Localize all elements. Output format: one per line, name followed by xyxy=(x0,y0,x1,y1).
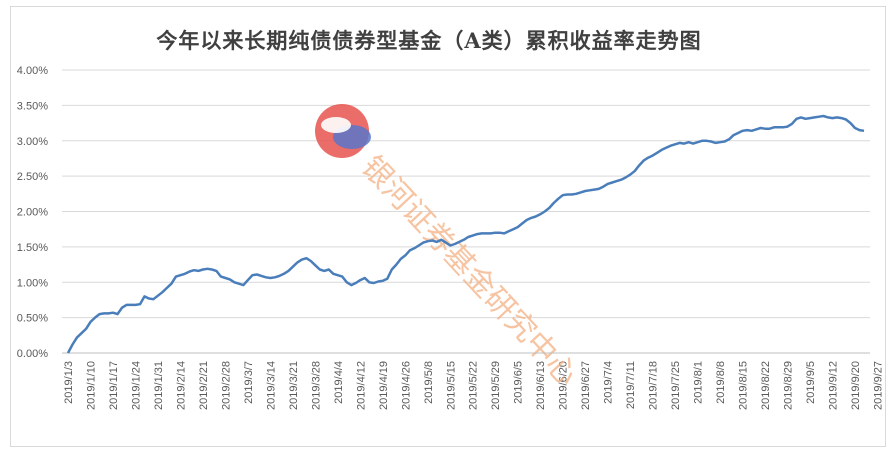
y-tick-label: 3.50% xyxy=(17,100,48,112)
x-tick-label: 2019/6/20 xyxy=(558,361,570,410)
x-tick-label: 2019/9/5 xyxy=(805,361,817,404)
x-tick-label: 2019/5/22 xyxy=(468,361,480,410)
x-tick-label: 2019/2/21 xyxy=(198,361,210,410)
x-tick-label: 2019/6/5 xyxy=(513,361,525,404)
y-tick-label: 0.00% xyxy=(17,348,48,360)
x-tick-label: 2019/8/8 xyxy=(715,361,727,404)
watermark-text: 银河证券基金研究中心 xyxy=(354,150,584,393)
x-tick-label: 2019/1/17 xyxy=(108,361,120,410)
x-tick-label: 2019/1/24 xyxy=(130,361,142,410)
x-tick-label: 2019/3/14 xyxy=(265,361,277,410)
x-tick-label: 2019/7/18 xyxy=(648,361,660,410)
x-tick-label: 2019/8/29 xyxy=(783,361,795,410)
x-axis-ticks: 2019/1/3 2019/1/10 2019/1/17 2019/1/24 2019/… xyxy=(63,361,896,415)
y-tick-label: 2.00% xyxy=(17,207,48,219)
x-tick-label: 2019/3/28 xyxy=(310,361,322,410)
x-tick-label: 2019/9/20 xyxy=(850,361,862,410)
x-tick-label: 2019/5/8 xyxy=(423,361,435,404)
x-tick-label: 2019/1/10 xyxy=(85,361,97,410)
chart-frame: 今年以来长期纯债债券型基金（A类）累积收益率走势图 xyxy=(10,6,886,447)
x-tick-label: 2019/9/12 xyxy=(828,361,840,410)
y-tick-label: 4.00% xyxy=(17,65,48,77)
x-tick-label: 2019/6/13 xyxy=(535,361,547,410)
watermark-logo-swirl xyxy=(321,117,351,133)
x-tick-label: 2019/4/19 xyxy=(378,361,390,410)
x-tick-label: 2019/8/1 xyxy=(693,361,705,404)
y-tick-label: 1.00% xyxy=(17,277,48,289)
x-tick-label: 2019/8/22 xyxy=(760,361,772,410)
watermark-logo xyxy=(315,104,371,158)
chart-title: 今年以来长期纯债债券型基金（A类）累积收益率走势图 xyxy=(156,28,702,53)
x-tick-label: 2019/9/27 xyxy=(872,361,884,410)
x-tick-label: 2019/4/26 xyxy=(400,361,412,410)
y-tick-label: 3.00% xyxy=(17,136,48,148)
watermark: 银河证券基金研究中心 xyxy=(315,104,584,393)
x-tick-label: 2019/5/15 xyxy=(445,361,457,410)
x-tick-label: 2019/4/4 xyxy=(333,361,345,404)
x-tick-label: 2019/5/29 xyxy=(490,361,502,410)
y-tick-label: 0.50% xyxy=(17,313,48,325)
x-tick-label: 2019/4/12 xyxy=(355,361,367,410)
x-tick-label: 2019/1/31 xyxy=(153,361,165,410)
gridlines xyxy=(62,69,870,319)
x-tick-label: 2019/2/14 xyxy=(175,361,187,410)
x-tick-label: 2019/1/3 xyxy=(63,361,75,404)
x-tick-label: 2019/6/27 xyxy=(580,361,592,410)
x-tick-label: 2019/8/15 xyxy=(738,361,750,410)
x-tick-label: 2019/3/7 xyxy=(243,361,255,404)
x-tick-label: 2019/10/11 xyxy=(895,361,896,415)
y-axis-ticks: 0.00% 0.50% 1.00% 1.50% 2.00% 2.50% 3.00% 3.50%… xyxy=(17,65,48,360)
x-tick-label: 2019/2/28 xyxy=(220,361,232,410)
x-tick-label: 2019/7/4 xyxy=(603,361,615,404)
y-tick-label: 1.50% xyxy=(17,242,48,254)
y-tick-label: 2.50% xyxy=(17,171,48,183)
x-tick-label: 2019/7/25 xyxy=(670,361,682,410)
series-layer xyxy=(66,114,865,354)
series-line xyxy=(66,114,865,354)
x-tick-label: 2019/7/11 xyxy=(625,361,637,409)
x-tick-label: 2019/3/21 xyxy=(288,361,300,410)
